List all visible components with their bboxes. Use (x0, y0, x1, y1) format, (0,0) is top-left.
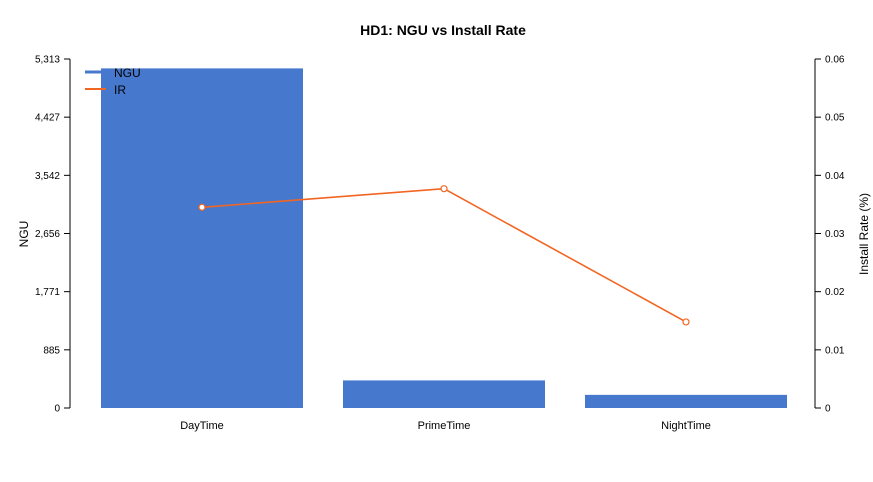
bar-daytime (101, 68, 303, 408)
right-tick-label: 0.02 (825, 287, 845, 298)
ir-point-daytime (198, 203, 206, 211)
left-tick-label: 2,656 (35, 229, 60, 240)
legend-label-ngu: NGU (114, 66, 141, 80)
ir-point-nighttime (682, 318, 690, 326)
left-axis: 0 885 1,771 2,656 3,542 4,427 5,313 (35, 55, 71, 415)
category-labels: DayTime PrimeTime NightTime (180, 420, 711, 432)
left-tick-label: 4,427 (35, 113, 60, 124)
right-tick-label: 0.03 (825, 229, 845, 240)
left-tick-label: 1,771 (35, 287, 60, 298)
category-label: PrimeTime (418, 420, 471, 432)
y-axis-label-right: Install Rate (%) (857, 193, 871, 275)
category-label: DayTime (180, 420, 224, 432)
category-label: NightTime (661, 420, 711, 432)
left-tick-label: 3,542 (35, 171, 60, 182)
legend: NGU IR (85, 66, 141, 97)
right-tick-label: 0.06 (825, 55, 845, 66)
legend-label-ir: IR (114, 83, 126, 97)
left-tick-label: 0 (54, 404, 60, 415)
bars-group (101, 68, 787, 408)
right-tick-label: 0.05 (825, 113, 845, 124)
chart-title: HD1: NGU vs Install Rate (360, 22, 526, 38)
left-tick-label: 885 (43, 345, 60, 356)
right-tick-label: 0.04 (825, 171, 845, 182)
bar-primetime (343, 380, 545, 408)
y-axis-label: NGU (17, 221, 31, 248)
ir-point-primetime (440, 185, 448, 193)
right-tick-label: 0.01 (825, 345, 845, 356)
right-tick-label: 0 (825, 404, 831, 415)
right-axis: 0 0.01 0.02 0.03 0.04 0.05 0.06 (814, 55, 845, 415)
ir-line-group (198, 185, 690, 326)
bar-nighttime (585, 394, 787, 408)
left-tick-label: 5,313 (35, 55, 60, 66)
